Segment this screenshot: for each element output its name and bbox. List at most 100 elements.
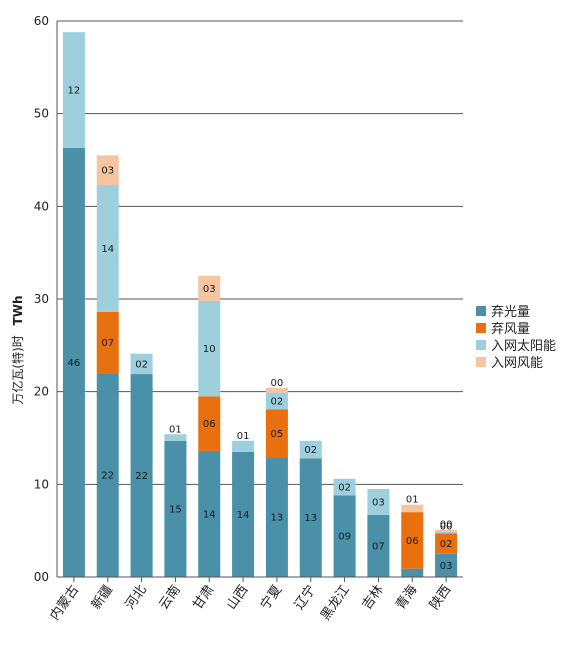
bar-segment <box>435 531 458 534</box>
x-tick-label: 河北 <box>123 583 150 613</box>
bar-segment <box>232 440 255 452</box>
data-label: 06 <box>203 419 216 430</box>
bar-segment <box>299 458 322 577</box>
legend-swatch <box>476 357 486 367</box>
bar-segment <box>333 495 356 577</box>
legend-label: 弃光量 <box>491 305 530 320</box>
x-tick-label: 甘肃 <box>190 583 217 613</box>
bar-segment <box>401 568 424 577</box>
legend-label: 入网风能 <box>491 356 543 371</box>
bar-segment <box>130 374 153 577</box>
data-label: 22 <box>135 471 148 482</box>
x-tick-label: 黑龙江 <box>318 583 353 624</box>
bar-segment <box>435 533 458 554</box>
data-label: 14 <box>203 509 216 520</box>
bar-segment <box>96 185 119 312</box>
data-label: 13 <box>304 513 317 524</box>
bar-segment <box>401 512 424 569</box>
legend-label: 入网太阳能 <box>491 339 556 354</box>
data-label: 06 <box>406 536 419 547</box>
bar-segment <box>265 392 288 410</box>
bar-segment <box>130 353 153 375</box>
y-tick-label: 20 <box>34 385 49 399</box>
bar-segment <box>62 32 85 148</box>
bar-segment <box>401 504 424 513</box>
x-tick-label: 青海 <box>393 583 420 613</box>
y-tick-label: 50 <box>34 107 49 121</box>
bar-segment <box>265 457 288 577</box>
bar-segment <box>435 529 458 532</box>
data-label: 12 <box>68 86 81 97</box>
data-label: 22 <box>101 471 114 482</box>
data-label: 03 <box>203 284 216 295</box>
bar-segment <box>164 434 187 441</box>
bar-segment <box>299 440 322 459</box>
bar-segment <box>96 311 119 374</box>
y-axis: 00 10 20 30 40 50 60 <box>34 14 58 584</box>
x-tick-label: 辽宁 <box>291 582 319 612</box>
gridlines <box>57 20 463 578</box>
y-axis-label-text: 万亿瓦(特)时 <box>10 335 25 404</box>
y-tick-label: 30 <box>34 292 49 306</box>
data-label: 00 <box>440 520 453 531</box>
data-label: 03 <box>440 561 453 572</box>
bar-segment <box>435 553 458 577</box>
x-tick-label: 云南 <box>156 582 184 612</box>
y-tick-label: 60 <box>34 14 49 28</box>
y-tick-label: 40 <box>34 199 49 213</box>
data-label: 05 <box>271 429 284 440</box>
data-label: 00 <box>271 378 284 389</box>
data-label: 13 <box>271 513 284 524</box>
bar-segment <box>265 409 288 458</box>
bar-segment <box>198 300 221 397</box>
data-label: 03 <box>372 497 385 508</box>
data-label: 14 <box>101 244 114 255</box>
data-label: 10 <box>203 344 216 355</box>
x-tick-label: 新疆 <box>88 582 116 612</box>
bar-segment <box>198 396 221 451</box>
data-label: 01 <box>169 424 182 435</box>
x-tick-label: 山西 <box>224 583 251 613</box>
data-label: 01 <box>406 495 419 506</box>
legend-label: 弃风量 <box>491 322 530 337</box>
legend-swatch <box>476 306 486 316</box>
bars: 46 12 22 07 14 03 22 02 15 01 14 06 10 03 14 01 13 05 02 00… <box>62 32 458 577</box>
y-axis-label-unit: TWh <box>11 295 25 325</box>
bar-segment <box>265 387 288 393</box>
x-tick-label: 宁夏 <box>257 582 285 612</box>
data-label: 00 <box>440 522 453 533</box>
data-label: 02 <box>304 445 317 456</box>
x-axis: 内蒙古 新疆 河北 云南 甘肃 山西 宁夏 辽宁 黑龙江 吉林 青海 陕西 <box>47 576 463 624</box>
data-label: 02 <box>440 539 453 550</box>
data-label: 02 <box>135 359 148 370</box>
bar-segment <box>198 450 221 577</box>
data-label: 07 <box>101 338 114 349</box>
data-label: 07 <box>372 541 385 552</box>
x-tick-label: 陕西 <box>427 583 454 613</box>
y-tick-label: 10 <box>34 477 49 491</box>
data-label: 09 <box>338 532 351 543</box>
bar-segment <box>164 440 187 577</box>
data-label: 46 <box>68 358 81 369</box>
bar-segment <box>96 373 119 577</box>
legend-swatch <box>476 323 486 333</box>
bar-segment <box>62 147 85 577</box>
bar-segment <box>96 155 119 186</box>
data-label: 01 <box>237 431 250 442</box>
data-label: 14 <box>237 510 250 521</box>
data-label: 02 <box>338 483 351 494</box>
bar-segment <box>367 488 390 515</box>
bar-segment <box>198 275 221 301</box>
data-label: 02 <box>271 396 284 407</box>
data-label: 03 <box>101 166 114 177</box>
x-tick-label: 内蒙古 <box>47 582 82 623</box>
bar-segment <box>232 451 255 577</box>
data-label: 15 <box>169 504 182 515</box>
bar-segment <box>367 514 390 577</box>
y-axis-label: 万亿瓦(特)时 TWh <box>10 295 25 404</box>
legend-swatch <box>476 340 486 350</box>
y-tick-label: 00 <box>34 570 49 584</box>
x-tick-label: 吉林 <box>359 583 386 613</box>
